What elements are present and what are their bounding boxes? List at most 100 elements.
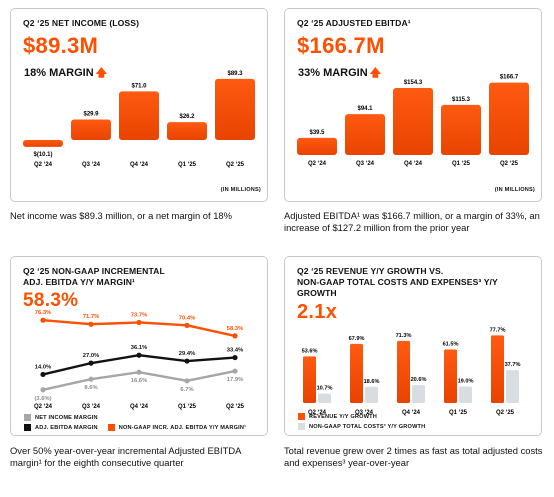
bar-3	[441, 104, 481, 155]
incremental-margin-point-3	[184, 322, 190, 328]
tick-label-3: Q1 ‘25	[449, 410, 468, 416]
revenue-label-2: 71.3%	[396, 333, 412, 339]
costs-bar-2	[412, 385, 425, 403]
net-income-margin-point-2	[136, 369, 142, 375]
tick-label-1: Q3 ‘24	[82, 404, 101, 410]
adj-ebitda-margin-label-3: 29.4%	[179, 351, 195, 357]
net-income-margin-label-4: 17.9%	[227, 377, 243, 383]
costs-bar-4	[506, 370, 519, 403]
incremental-margin-label-4: 58.3%	[227, 326, 243, 332]
ebitda-units: (IN MILLIONS)	[494, 187, 535, 193]
adj-ebitda-margin-label-1: 27.0%	[83, 353, 99, 359]
growth-caption: Total revenue grew over 2 times as fast …	[284, 445, 543, 468]
adj-ebitda-margin-point-0	[40, 371, 46, 378]
ebitda-chart: $39.5 Q2 ‘24 $94.1 Q3 ‘24 $154.3 Q4 ‘24 $115.3…	[297, 75, 529, 167]
costs-label-1: 18.6%	[364, 379, 380, 385]
bar-0	[297, 137, 337, 155]
costs-bar-0	[318, 393, 331, 403]
costs-bar-3	[459, 386, 472, 403]
legend-swatch-lightgray	[298, 423, 305, 430]
tick-label-2: Q4 ‘24	[404, 161, 423, 167]
adj-ebitda-margin-label-4: 33.4%	[227, 348, 243, 354]
tick-label-1: Q3 ‘24	[356, 161, 375, 167]
net-income-margin-label-2: 16.6%	[131, 378, 147, 384]
growth-legend: REVENUE Y/Y GROWTH NON-GAAP TOTAL COSTS³…	[298, 413, 425, 433]
net-income-margin-label-0: (3.6%)	[34, 396, 51, 402]
legend-revenue-growth: REVENUE Y/Y GROWTH	[309, 413, 378, 420]
adj-ebitda-margin-point-2	[136, 352, 142, 358]
bar-2	[119, 91, 159, 140]
bar-3	[167, 122, 207, 140]
net-income-margin-text: 18% MARGIN	[24, 67, 94, 79]
data-label-3: $26.2	[179, 114, 195, 120]
net-income-chart: $(10.1) Q2 ‘24 $29.9 Q3 ‘24 $71.0 Q4 ‘24 $26.2…	[23, 71, 255, 168]
net-income-caption: Net income was $89.3 million, or a net m…	[10, 210, 232, 221]
tick-label-2: Q4 ‘24	[402, 410, 421, 416]
revenue-label-4: 77.7%	[490, 327, 506, 333]
ebitda-card: Q2 ‘25 ADJUSTED EBITDA¹ $166.7M 33% MARG…	[284, 8, 542, 202]
costs-label-0: 10.7%	[317, 386, 333, 392]
tick-label-4: Q2 ‘25	[496, 410, 515, 416]
data-label-4: $89.3	[227, 71, 243, 77]
tick-label-3: Q1 ‘25	[178, 162, 197, 168]
ebitda-margin-text: 33% MARGIN	[298, 67, 368, 79]
revenue-bar-4	[491, 335, 504, 403]
ebitda-title: Q2 ‘25 ADJUSTED EBITDA¹	[297, 18, 411, 28]
data-label-2: $154.3	[404, 80, 423, 86]
legend-costs-growth: NON-GAAP TOTAL COSTS³ Y/Y GROWTH	[309, 423, 426, 430]
data-label-1: $94.1	[357, 106, 373, 112]
data-label-0: $39.5	[309, 130, 325, 136]
data-label-4: $166.7	[500, 75, 519, 81]
net-income-margin-point-3	[184, 378, 190, 384]
adj-ebitda-margin-label-2: 36.1%	[131, 345, 147, 351]
adj-ebitda-margin-point-1	[88, 360, 94, 366]
incremental-margin-label-1: 71.7%	[83, 314, 99, 320]
revenue-bar-2	[397, 340, 410, 403]
incremental-title-2: ADJ. EBITDA Y/Y MARGIN¹	[23, 277, 135, 287]
adj-ebitda-margin-point-3	[184, 358, 190, 364]
bar-2	[393, 87, 433, 155]
legend-swatch-gray	[24, 414, 31, 421]
legend-net-income-margin: NET INCOME MARGIN	[35, 414, 98, 421]
tick-label-1: Q3 ‘24	[82, 162, 101, 168]
bar-1	[71, 119, 111, 140]
net-income-margin-point-0	[40, 387, 46, 393]
tick-label-3: Q1 ‘25	[178, 404, 197, 410]
data-label-3: $115.3	[452, 97, 471, 103]
legend-swatch-black	[24, 424, 31, 431]
tick-label-0: Q2 ‘24	[34, 162, 53, 168]
incremental-margin-label-3: 70.4%	[179, 315, 195, 321]
incremental-legend: NET INCOME MARGIN ADJ. EBITDA MARGIN NON…	[24, 414, 264, 434]
ebitda-value: $166.7M	[297, 33, 385, 58]
tick-label-0: Q2 ‘24	[308, 161, 327, 167]
incremental-card: Q2 ‘25 NON-GAAP INCREMENTAL ADJ. EBITDA …	[10, 256, 268, 436]
incremental-margin-label-2: 73.7%	[131, 312, 147, 318]
bar-0	[23, 140, 63, 147]
incremental-title-1: Q2 ‘25 NON-GAAP INCREMENTAL	[23, 266, 165, 276]
tick-label-4: Q2 ‘25	[226, 162, 245, 168]
net-income-value: $89.3M	[23, 33, 99, 58]
tick-label-4: Q2 ‘25	[500, 161, 519, 167]
incremental-margin-point-4	[232, 333, 238, 339]
growth-title-1: Q2 ‘25 REVENUE Y/Y GROWTH VS.	[297, 266, 444, 276]
net-income-margin-label-1: 8.6%	[84, 385, 97, 391]
costs-label-4: 37.7%	[505, 362, 521, 368]
revenue-label-0: 53.6%	[302, 348, 318, 354]
tick-label-4: Q2 ‘25	[226, 404, 245, 410]
growth-card: Q2 ‘25 REVENUE Y/Y GROWTH VS. NON-GAAP T…	[284, 256, 542, 436]
net-income-card: Q2 ‘25 NET INCOME (LOSS) $89.3M 18% MARG…	[10, 8, 268, 202]
tick-label-0: Q2 ‘24	[34, 404, 53, 410]
arrow-up-icon: 🡅	[369, 67, 381, 79]
incremental-value: 58.3%	[23, 290, 79, 311]
net-income-margin-label-3: 6.7%	[180, 387, 193, 393]
legend-row-costs: NON-GAAP TOTAL COSTS³ Y/Y GROWTH	[298, 423, 425, 430]
revenue-label-1: 67.9%	[349, 336, 365, 342]
revenue-bar-0	[303, 356, 316, 403]
ebitda-margin: 33% MARGIN 🡅	[298, 64, 381, 83]
ebitda-caption: Adjusted EBITDA¹ was $166.7 million, or …	[284, 210, 540, 233]
revenue-bar-3	[444, 349, 457, 403]
incremental-margin-point-1	[88, 321, 94, 327]
net-income-margin-point-4	[232, 368, 238, 374]
net-income-margin: 18% MARGIN 🡅	[24, 64, 107, 83]
tick-label-3: Q1 ‘25	[452, 161, 471, 167]
